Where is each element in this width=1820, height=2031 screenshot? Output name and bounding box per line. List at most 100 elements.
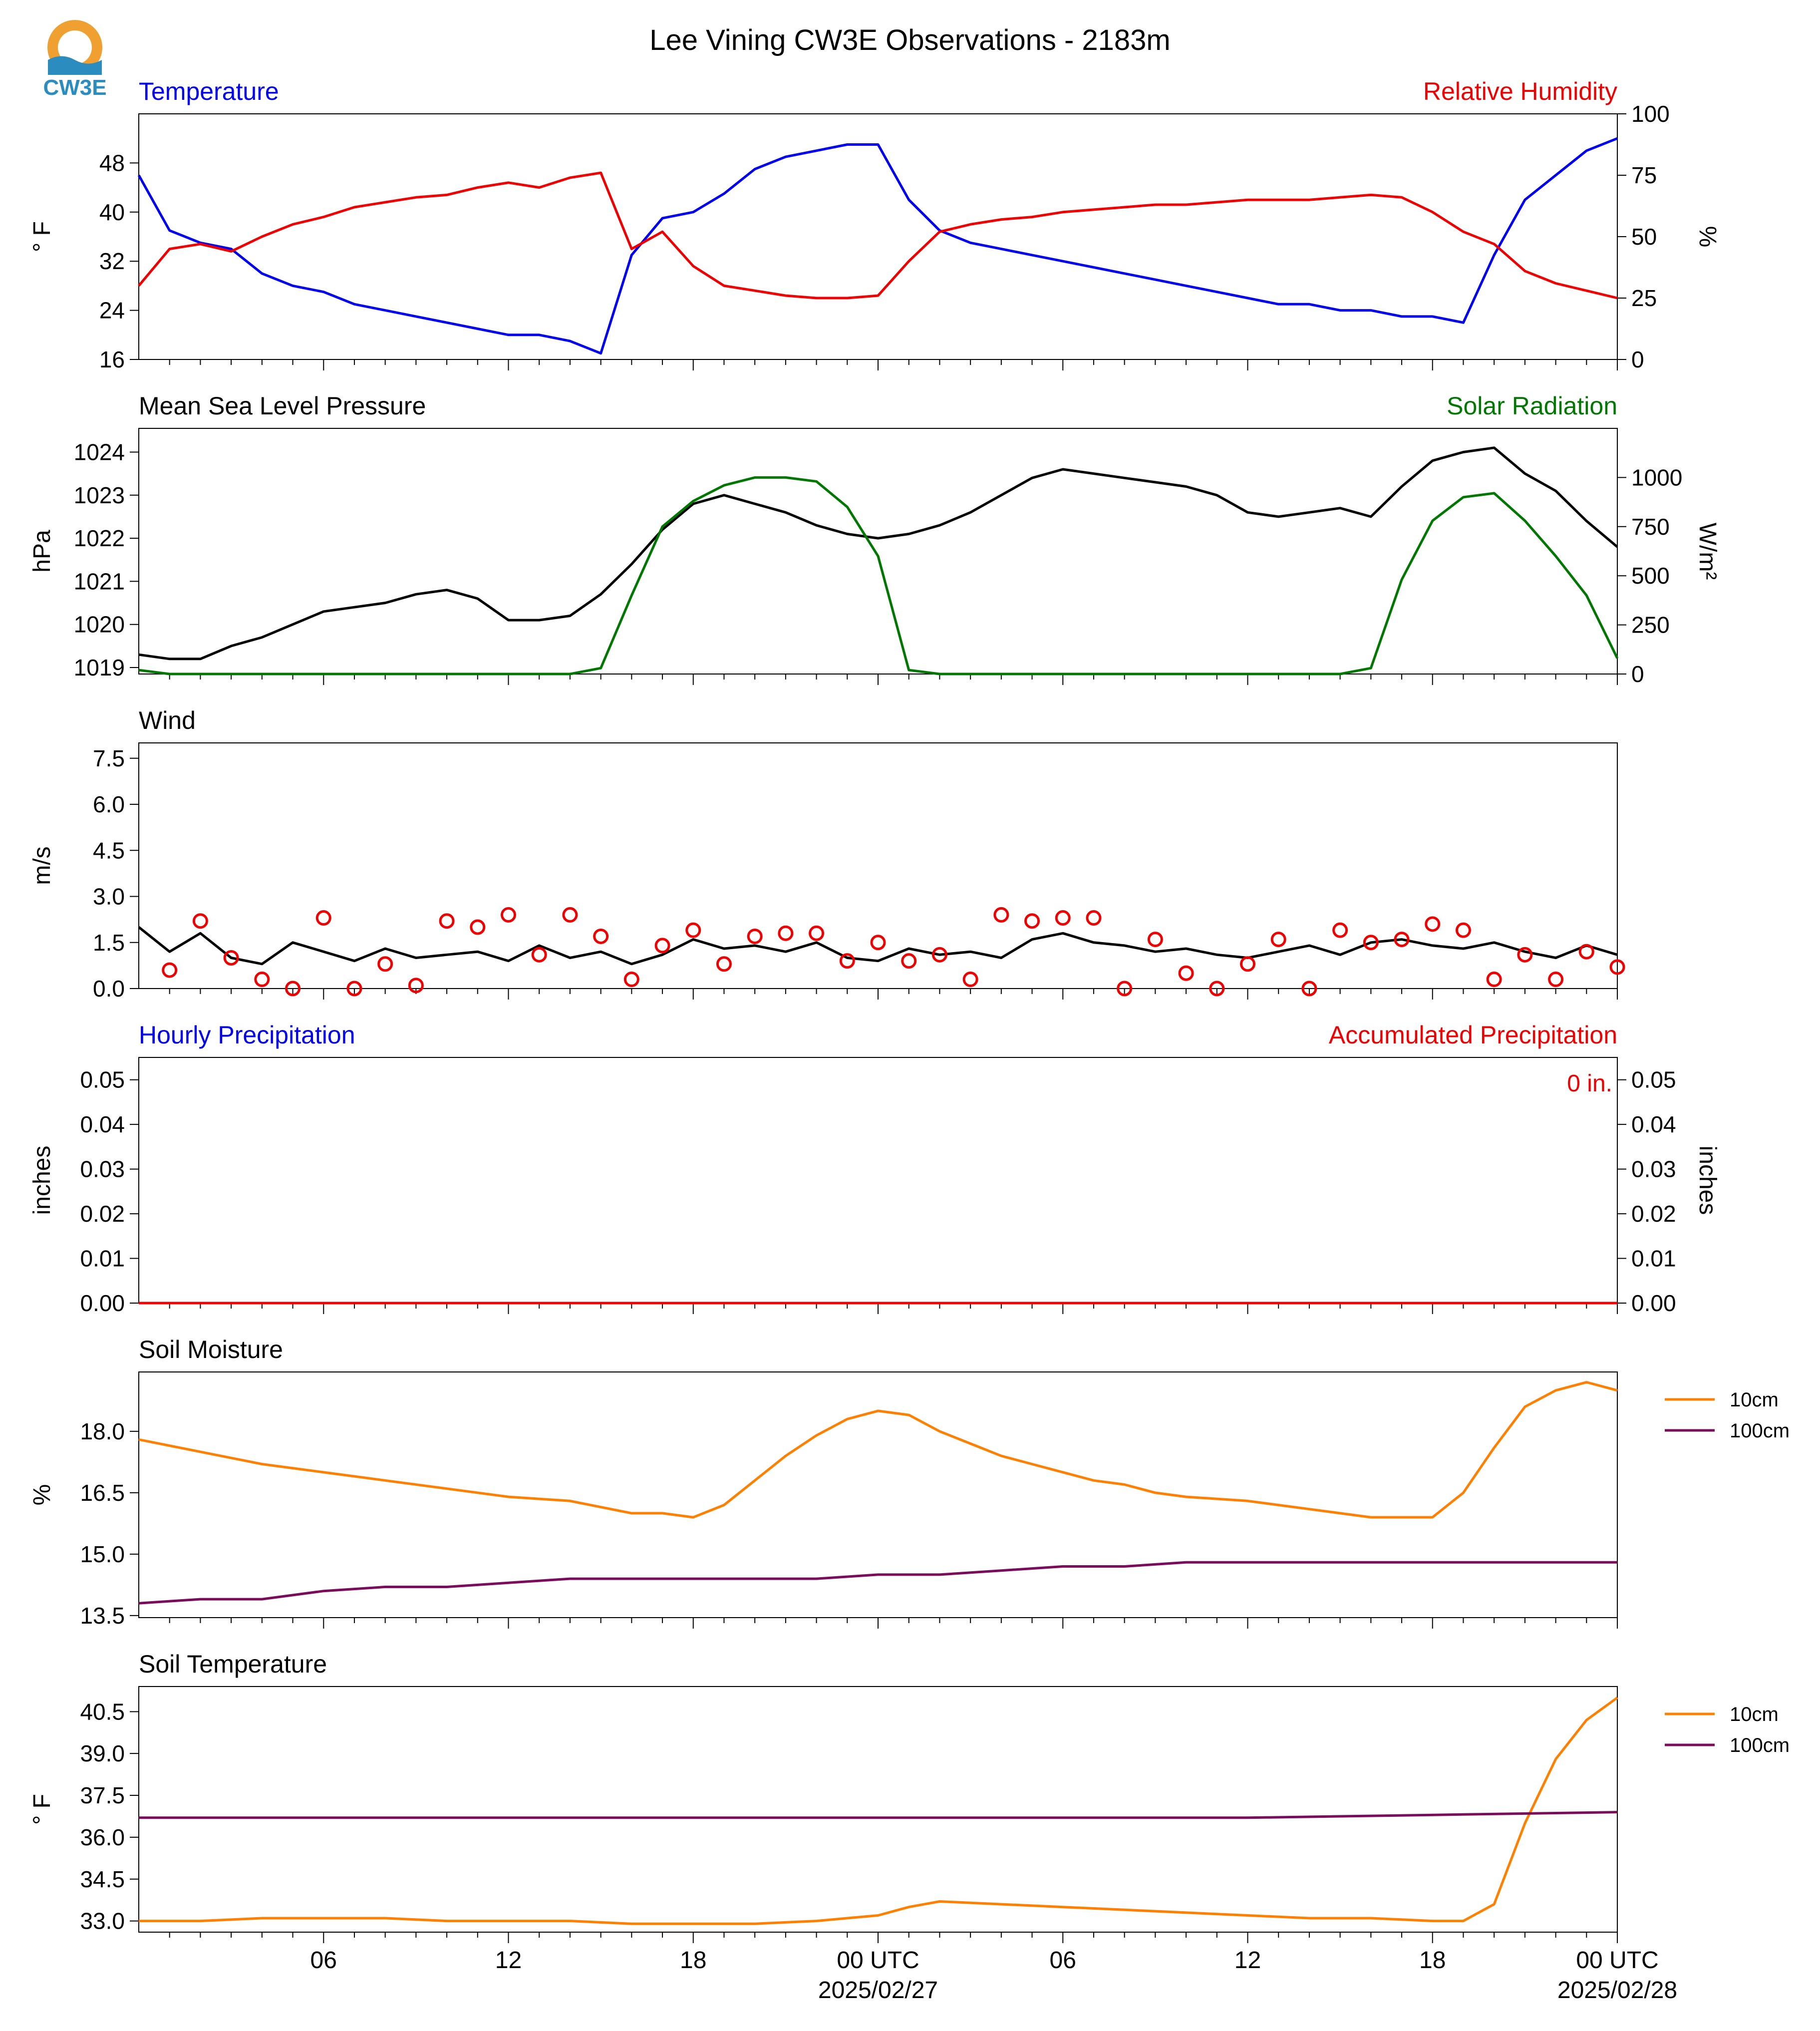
gust-point	[439, 913, 455, 929]
y-left-axis-label: ° F	[29, 221, 55, 252]
gust-point	[993, 907, 1009, 923]
gust-point	[346, 981, 362, 997]
y-right-tick-label: 500	[1631, 563, 1670, 589]
gust-point	[1117, 981, 1133, 997]
gust-point	[1425, 916, 1441, 932]
x-tick-label: 18	[680, 1947, 706, 1974]
plot-frame	[138, 1057, 1618, 1304]
x-tick-label: 00 UTC	[837, 1947, 919, 1974]
x-tick-label: 06	[1050, 1947, 1076, 1974]
y-right-tick-label: 0.05	[1631, 1067, 1676, 1093]
gust-point	[685, 922, 701, 938]
y-left-axis-label: %	[29, 1484, 55, 1506]
soil_10cm-line	[138, 1381, 1618, 1519]
gust-point	[501, 907, 516, 923]
y-left-tick-label: 37.5	[80, 1782, 125, 1808]
panel-5: 06 12 18 00 UTC 06 12 18 00 UTC 2025/02/27 2025/0…	[29, 1650, 1790, 2004]
y-right-tick-label: 0.01	[1631, 1246, 1676, 1272]
gust-point	[162, 962, 178, 978]
x-tick-label: 12	[495, 1947, 522, 1974]
y-right-tick-label: 250	[1631, 612, 1670, 638]
y-right-tick-label: 750	[1631, 514, 1670, 540]
y-left-tick-label: 40.5	[80, 1698, 125, 1724]
panel-title-right: Relative Humidity	[1423, 77, 1617, 105]
y-left-axis-label: hPa	[29, 530, 55, 573]
y-right-axis-label: %	[1694, 226, 1721, 248]
gust-point	[285, 981, 301, 997]
gust-point	[931, 947, 947, 963]
y-left-axis-label: ° F	[29, 1794, 55, 1825]
y-left-tick-label: 0.02	[80, 1201, 125, 1227]
y-left-tick-label: 40	[99, 199, 125, 225]
panel-title-right: Solar Radiation	[1447, 392, 1617, 420]
gust-point	[747, 928, 763, 944]
gust-point	[531, 947, 547, 963]
gust-point	[470, 919, 486, 935]
y-right-axis-label: W/m²	[1694, 523, 1721, 580]
gust-point	[1486, 972, 1502, 988]
panel-title-left: Soil Temperature	[139, 1650, 327, 1678]
y-left-tick-label: 34.5	[80, 1866, 125, 1892]
y-left-tick-label: 39.0	[80, 1740, 125, 1766]
y-right-tick-label: 0.03	[1631, 1156, 1676, 1182]
y-right-axis-label: inches	[1694, 1146, 1721, 1215]
gust-point	[1024, 913, 1040, 929]
y-left-tick-label: 16.5	[80, 1480, 125, 1506]
gust-point	[778, 925, 794, 941]
gust-point	[1270, 932, 1286, 948]
panel-title-left: Mean Sea Level Pressure	[139, 392, 426, 420]
panel-4: 13.5 15.0 16.5 18.0% Soil Moisture 10cm 100cm	[29, 1336, 1790, 1629]
gust-point	[1178, 965, 1194, 981]
gust-point	[1332, 922, 1348, 938]
plot-frame	[138, 1686, 1618, 1933]
panel-1: 1019 1020 1021 1022 1023 1024 0 250 500 750 1000 hP…	[29, 392, 1721, 687]
plot-frame	[138, 113, 1618, 360]
x-date-label: 2025/02/28	[1557, 1977, 1677, 2004]
y-left-tick-label: 15.0	[80, 1541, 125, 1567]
plot-frame	[138, 1371, 1618, 1618]
accumulated-annotation: 0 in.	[1567, 1070, 1612, 1097]
temperature-line	[137, 137, 1618, 355]
y-left-tick-label: 1024	[74, 439, 125, 465]
plot-frame	[138, 742, 1618, 989]
gust-point	[1147, 932, 1163, 948]
y-right-tick-label: 100	[1631, 101, 1670, 127]
y-left-tick-label: 1023	[74, 482, 125, 508]
gust-point	[1301, 981, 1317, 997]
y-right-tick-label: 1000	[1631, 464, 1682, 490]
y-left-tick-label: 0.03	[80, 1156, 125, 1182]
gust-point	[223, 950, 239, 966]
pressure-line	[138, 446, 1618, 661]
gust-point	[654, 938, 670, 954]
y-right-tick-label: 0.02	[1631, 1201, 1676, 1227]
gust-point	[408, 978, 424, 994]
y-left-tick-label: 1019	[74, 655, 125, 680]
legend-label: 100cm	[1730, 1420, 1790, 1442]
y-left-tick-label: 4.5	[93, 837, 125, 863]
x-tick-label: 06	[310, 1947, 337, 1974]
y-left-tick-label: 32	[99, 248, 125, 274]
y-left-tick-label: 0.0	[93, 976, 125, 1002]
y-left-tick-label: 0.05	[80, 1067, 125, 1093]
gust-point	[716, 956, 732, 972]
gust-point	[1394, 932, 1410, 948]
y-right-tick-label: 0	[1631, 661, 1644, 687]
y-left-tick-label: 13.5	[80, 1603, 125, 1629]
cw3e-logo: CW3E	[43, 20, 107, 100]
x-date-label: 2025/02/27	[818, 1977, 938, 2004]
humidity-line	[138, 171, 1618, 300]
gust-point	[809, 925, 825, 941]
y-left-tick-label: 1022	[74, 525, 125, 551]
panel-title-left: Temperature	[139, 77, 279, 105]
panel-0: 16 24 32 40 48 0 25 50 75 100 ° F % Temperature Relat…	[29, 77, 1721, 372]
gust-point	[377, 956, 393, 972]
logo-drop-icon	[58, 30, 92, 64]
y-left-tick-label: 33.0	[80, 1908, 125, 1934]
panel-2: 0.0 1.5 3.0 4.5 6.0 7.5 m/s Wind	[29, 706, 1625, 1002]
panel-title-left: Soil Moisture	[139, 1336, 283, 1363]
gust-point	[562, 907, 578, 923]
y-left-tick-label: 1020	[74, 612, 125, 638]
plot-frame	[138, 428, 1618, 675]
